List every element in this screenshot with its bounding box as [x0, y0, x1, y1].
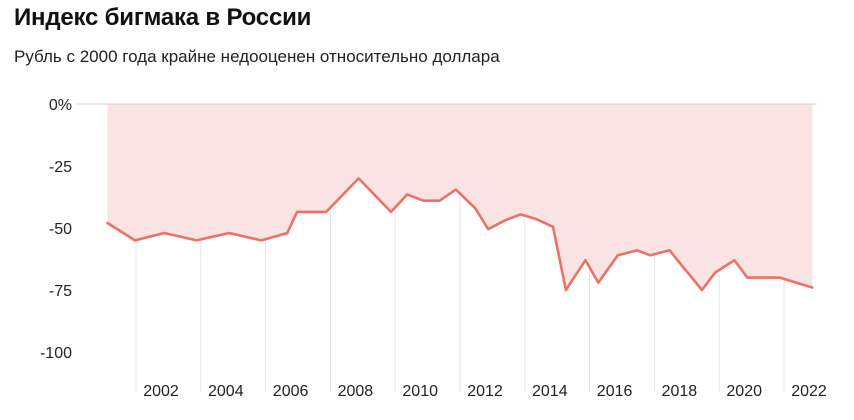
- y-axis-labels: 0% -25 -50 -75 -100: [40, 97, 72, 362]
- series-line: [106, 177, 814, 292]
- y-tick-label-4: -100: [40, 345, 72, 362]
- x-tick-label-2020: 2020: [726, 383, 762, 400]
- line-layer: [106, 177, 814, 292]
- y-tick-label-1: -25: [49, 159, 72, 176]
- x-tick-label-2012: 2012: [467, 383, 503, 400]
- x-tick-label-2016: 2016: [597, 383, 633, 400]
- x-axis-labels: 2002 2004 2006 2008 2010 2012 2014 2016 2018 2020…: [143, 383, 827, 400]
- undervaluation-area: [107, 104, 813, 290]
- area-layer: [76, 103, 817, 290]
- x-tick-label-2018: 2018: [662, 383, 698, 400]
- y-tick-label-0: 0%: [49, 97, 72, 114]
- chart-subtitle: Рубль с 2000 года крайне недооценен отно…: [14, 47, 500, 66]
- y-tick-label-2: -50: [49, 221, 72, 238]
- x-tick-label-2002: 2002: [143, 383, 179, 400]
- x-tick-label-2006: 2006: [273, 383, 309, 400]
- x-tick-label-2010: 2010: [402, 383, 438, 400]
- x-tick-label-2008: 2008: [338, 383, 374, 400]
- x-tick-label-2022: 2022: [791, 383, 827, 400]
- chart-title: Индекс бигмака в России: [14, 4, 312, 31]
- y-tick-label-3: -75: [49, 283, 72, 300]
- x-tick-label-2004: 2004: [208, 383, 244, 400]
- x-tick-label-2014: 2014: [532, 383, 568, 400]
